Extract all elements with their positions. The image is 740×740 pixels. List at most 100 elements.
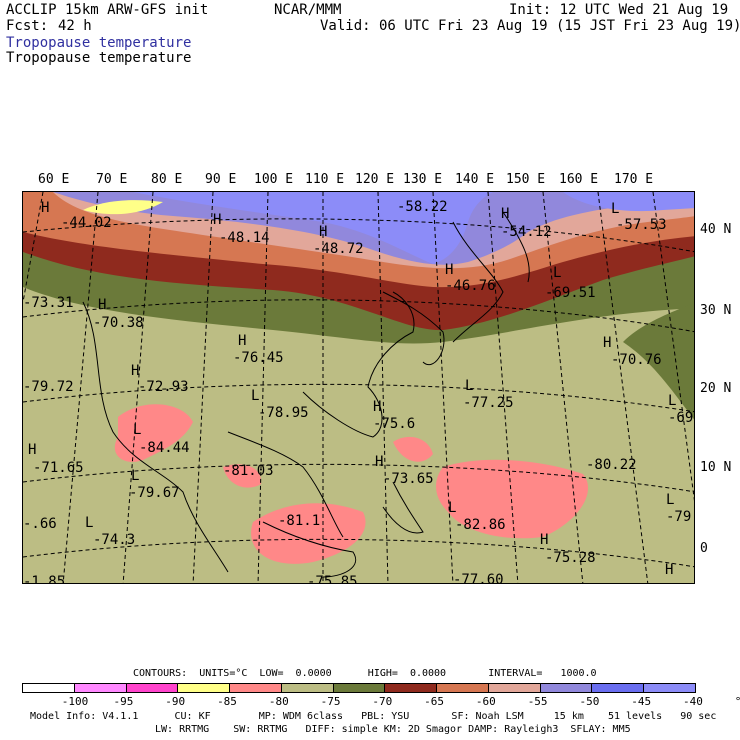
center-value: -.66: [23, 516, 57, 532]
center-value: -81.03: [223, 463, 274, 479]
colorbar-label: -65: [424, 695, 445, 708]
field-title-2: Tropopause temperature: [6, 50, 192, 66]
center-value: -72.93: [138, 379, 189, 395]
lon-label: 150 E: [506, 172, 546, 187]
center-type: H: [445, 262, 454, 278]
center-type: H: [131, 363, 140, 379]
colorbar-swatch: [332, 683, 386, 693]
lat-label: 30 N: [700, 303, 732, 318]
contour-info: CONTOURS: UNITS=°C LOW= 0.0000 HIGH= 0.0…: [133, 668, 597, 679]
center-type: H: [213, 212, 222, 228]
band-neg80-patch: [114, 404, 193, 462]
fcst-label: Fcst:: [6, 18, 49, 34]
center-type: H: [98, 297, 107, 313]
center-value: -78.95: [258, 405, 309, 421]
colorbar-swatch: [436, 683, 489, 693]
colorbar-label: -85: [217, 695, 237, 708]
center-type: H: [540, 532, 549, 548]
tropopause-temperature-map: H -48.14 H -44.02 H -48.72 -58.22 H -54.…: [22, 191, 695, 584]
center-type: L: [465, 378, 474, 394]
center-value: -58.22: [397, 199, 448, 215]
band-neg70-east: [623, 302, 694, 420]
colorbar-label: -95: [113, 695, 134, 708]
center-value: -57.53: [616, 217, 667, 233]
colorbar-swatch: [280, 683, 334, 693]
center-value: -54.12: [501, 224, 552, 240]
colorbar-label: -75: [320, 695, 341, 708]
center-value: -79.: [666, 509, 694, 525]
model-info-1: Model Info: V4.1.1 CU: KF MP: WDM 6class…: [30, 711, 717, 722]
band-neg80-patch: [223, 464, 262, 488]
lon-label: 160 E: [559, 172, 599, 187]
center-value: -74.3: [93, 532, 136, 548]
band-neg45-east: [563, 192, 694, 212]
center-value: -77.25: [463, 395, 514, 411]
colorbar-label: -60: [475, 695, 496, 708]
colorbar-label: -45: [631, 695, 652, 708]
center-type: L: [133, 422, 142, 438]
colorbar-swatch: [22, 683, 75, 693]
lat-label: 20 N: [700, 381, 732, 396]
center-type: L: [553, 265, 562, 281]
colorbar-swatch: [125, 683, 179, 693]
center-type: H: [375, 454, 384, 470]
center-type: H: [238, 333, 247, 349]
org-label: NCAR/MMM: [274, 2, 342, 18]
center-type: L: [666, 492, 675, 508]
center-value: -81.1: [278, 513, 321, 529]
colorbar-swatch: [177, 683, 231, 693]
colorbar-swatch: [539, 683, 593, 693]
center-type: L: [251, 388, 260, 404]
center-type: H: [319, 224, 328, 240]
center-value: -1.85: [23, 574, 66, 584]
center-type: H: [501, 206, 510, 222]
center-value: -80.22: [586, 457, 637, 473]
colorbar-label: -70: [372, 695, 393, 708]
center-value: -73.31: [23, 295, 74, 311]
lon-label: 170 E: [614, 172, 654, 187]
center-type: L: [668, 393, 677, 409]
init-time: Init: 12 UTC Wed 21 Aug 19: [509, 2, 729, 18]
lon-label: 120 E: [355, 172, 395, 187]
center-type: H: [28, 442, 37, 458]
center-value: -79.72: [23, 379, 74, 395]
model-info-2: LW: RRTMG SW: RRTMG DIFF: simple KM: 2D …: [155, 724, 631, 735]
map-canvas: [23, 192, 694, 583]
colorbar-label: -80: [268, 695, 289, 708]
band-neg40: [83, 200, 163, 215]
colorbar-swatch: [384, 683, 438, 693]
center-value: -69.: [668, 410, 694, 426]
center-type: L: [85, 515, 94, 531]
colorbar-swatch: [643, 683, 696, 693]
center-value: -82.86: [455, 517, 506, 533]
center-type: H: [603, 335, 612, 351]
lon-label: 140 E: [455, 172, 495, 187]
coastlines: [82, 211, 530, 578]
center-value: -73.65: [383, 471, 434, 487]
colorbar-label: -90: [165, 695, 186, 708]
center-value: -79.67: [129, 485, 180, 501]
lon-label: 130 E: [403, 172, 443, 187]
center-type: H: [41, 200, 50, 216]
colorbar-label: °C: [734, 695, 740, 708]
colorbar-label: -40: [683, 695, 703, 708]
lon-label: 110 E: [305, 172, 345, 187]
lon-label: 90 E: [205, 172, 237, 187]
center-value: -84.44: [139, 440, 190, 456]
center-type: H: [665, 562, 674, 578]
colorbar-label: -50: [579, 695, 600, 708]
center-type: L: [611, 201, 620, 217]
lat-label: 10 N: [700, 460, 732, 475]
center-type: L: [448, 500, 457, 516]
center-value: -75.6: [373, 416, 416, 432]
center-value: -48.14: [219, 230, 270, 246]
lat-label: 0: [700, 541, 708, 556]
center-value: -70.76: [611, 352, 662, 368]
lon-label: 70 E: [96, 172, 128, 187]
center-value: -77.60: [453, 572, 504, 584]
center-value: -69.51: [545, 285, 596, 301]
colorbar-label: -55: [527, 695, 548, 708]
colorbar-swatch: [487, 683, 541, 693]
colorbar-swatch: [591, 683, 645, 693]
center-value: -48.72: [313, 241, 364, 257]
